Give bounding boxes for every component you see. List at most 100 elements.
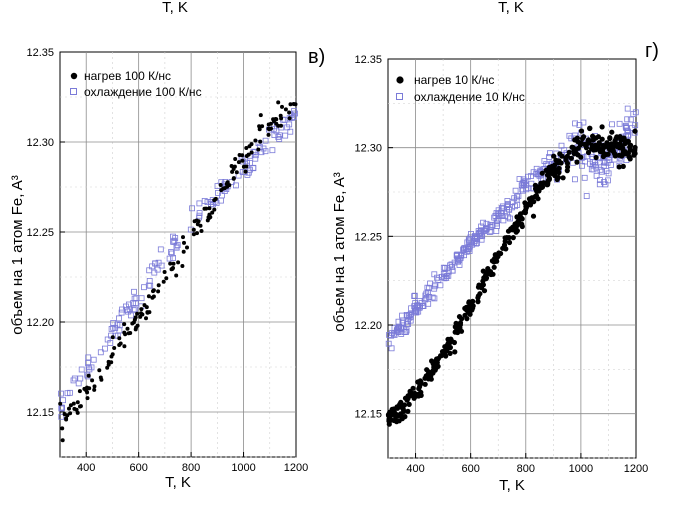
cooling-point: [422, 292, 429, 299]
heating-point: [164, 276, 169, 281]
heating-point: [205, 218, 210, 223]
heating-point: [505, 228, 512, 234]
cooling-point: [583, 193, 590, 200]
cooling-point: [250, 165, 257, 172]
cooling-point: [609, 121, 615, 128]
heating-point: [257, 127, 262, 132]
cooling-point: [516, 176, 523, 183]
cooling-point: [399, 319, 406, 326]
heating-point: [478, 283, 484, 289]
cooling-point: [589, 158, 596, 165]
cooling-point: [391, 331, 398, 338]
cooling-point: [170, 255, 177, 261]
heating-point: [563, 157, 569, 163]
cooling-point: [108, 325, 115, 332]
heating-point: [539, 170, 545, 176]
cooling-point: [275, 134, 282, 140]
heating-point: [109, 360, 114, 365]
heating-point: [249, 142, 254, 147]
heating-point: [555, 166, 562, 172]
heating-point: [444, 342, 450, 348]
heating-point: [191, 232, 196, 237]
heating-point: [490, 271, 496, 277]
heating-point: [191, 227, 196, 232]
heating-point: [405, 395, 411, 401]
heating-point: [180, 264, 185, 268]
heating-point: [204, 206, 209, 211]
cooling-point: [218, 192, 225, 199]
cooling-point: [483, 220, 490, 227]
heating-point: [144, 316, 148, 321]
heating-point: [514, 214, 520, 220]
heating-point: [207, 212, 212, 217]
heating-point: [276, 100, 281, 105]
cooling-point: [437, 282, 444, 289]
heating-point: [287, 116, 292, 121]
y-tick-label: 12.15: [26, 407, 54, 419]
cooling-point: [90, 356, 97, 363]
tick-layer: 400 600 800 1000 1200 12.15 12.20 12.25 12.30 12.…: [26, 47, 308, 474]
heating-point: [564, 168, 570, 174]
heating-point: [608, 141, 614, 147]
heating-point: [278, 113, 283, 118]
cooling-point: [127, 312, 134, 319]
heating-point: [519, 216, 525, 222]
heating-point: [218, 183, 223, 187]
cooling-point: [606, 157, 612, 164]
cooling-point: [157, 246, 164, 253]
heating-point: [174, 273, 179, 278]
cooling-point: [624, 116, 631, 123]
cooling-point: [460, 246, 467, 252]
cooling-point: [525, 173, 531, 180]
heating-point: [494, 258, 500, 264]
x-tick-label: 400: [77, 462, 95, 474]
heating-point: [571, 151, 577, 157]
heating-point: [181, 235, 185, 240]
cooling-point: [471, 233, 478, 240]
heating-point: [546, 175, 552, 181]
heating-point: [434, 356, 440, 362]
heating-point: [609, 129, 615, 135]
heating-point: [628, 142, 634, 148]
cooling-point: [602, 181, 609, 188]
cooling-point: [601, 158, 608, 165]
heating-point: [583, 145, 590, 151]
cooling-point: [519, 186, 526, 193]
heating-point: [603, 151, 609, 158]
heating-point: [272, 119, 276, 124]
cooling-point: [171, 237, 178, 244]
heating-point: [269, 126, 273, 131]
heating-point: [546, 164, 552, 171]
heating-point: [229, 164, 234, 168]
cooling-point: [498, 212, 505, 219]
panel-mark: в): [308, 46, 325, 68]
x-tick-label: 1000: [569, 463, 593, 475]
heating-point: [401, 408, 407, 414]
heating-point: [133, 315, 138, 320]
heating-point: [557, 151, 563, 157]
x-tick-label: 800: [517, 463, 535, 475]
heating-point: [590, 133, 596, 139]
heating-point: [451, 339, 457, 346]
heating-point: [237, 153, 242, 157]
heating-point: [234, 170, 239, 175]
heating-point: [575, 139, 581, 145]
cooling-point: [406, 314, 413, 321]
heating-point: [243, 169, 248, 174]
cooling-point: [449, 267, 456, 274]
cooling-point: [590, 166, 597, 173]
y-tick-label: 12.35: [354, 54, 382, 66]
y-tick-label: 12.30: [354, 143, 382, 155]
legend-label-cooling: охлаждение 100 К/нс: [84, 85, 202, 99]
heating-point: [210, 210, 215, 215]
heating-point: [221, 186, 226, 191]
cooling-point: [141, 284, 147, 291]
legend-marker-cooling: [396, 93, 403, 100]
heating-point: [595, 134, 602, 140]
cooling-point: [262, 137, 269, 144]
heating-point: [393, 411, 399, 417]
heating-point: [429, 358, 435, 364]
cooling-point: [152, 260, 159, 267]
heating-point: [568, 155, 575, 161]
cooling-point: [600, 162, 607, 169]
